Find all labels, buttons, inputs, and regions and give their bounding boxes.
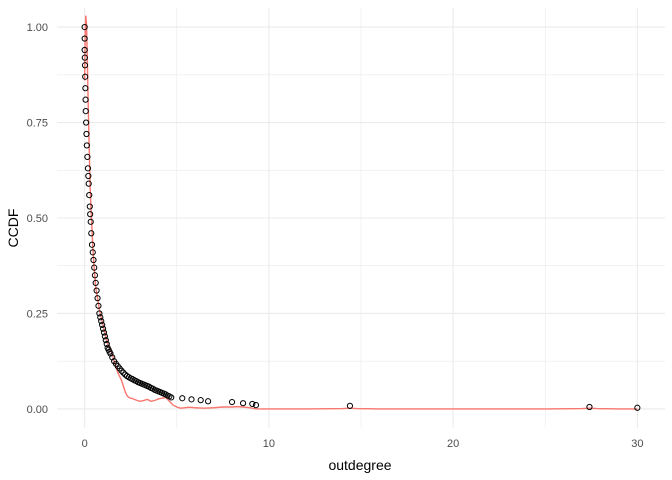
data-point (82, 73, 89, 80)
data-point (586, 403, 593, 411)
data-point (92, 279, 99, 287)
x-tick-label: 30 (631, 438, 643, 450)
data-point (89, 249, 96, 256)
y-tick-label: 0.50 (27, 213, 48, 225)
x-tick-label: 10 (263, 438, 275, 450)
data-point (239, 400, 247, 407)
y-tick-label: 0.75 (27, 118, 48, 130)
data-point (168, 394, 175, 401)
data-point (204, 398, 212, 405)
y-tick-label: 0.00 (27, 404, 48, 416)
data-point (84, 165, 92, 172)
data-point (87, 218, 94, 225)
data-point (188, 396, 195, 403)
data-point (87, 211, 94, 218)
data-point (346, 402, 354, 409)
data-point (83, 119, 90, 126)
data-point (249, 400, 256, 408)
data-point (197, 397, 204, 404)
density-line (83, 15, 638, 410)
data-point (82, 107, 89, 115)
data-point (107, 350, 114, 357)
data-point (88, 230, 95, 237)
data-point (84, 153, 91, 161)
data-point (118, 367, 125, 374)
data-point (86, 191, 93, 199)
data-point (103, 340, 110, 348)
data-point (81, 54, 88, 61)
data-point (81, 62, 89, 69)
data-point (85, 172, 92, 180)
data-point (96, 310, 103, 317)
data-point (97, 314, 104, 321)
data-point (101, 333, 109, 340)
data-point (81, 35, 88, 42)
points-layer (81, 23, 641, 411)
x-axis-title: outdegree (328, 457, 391, 473)
data-point (179, 395, 186, 402)
data-point (82, 96, 89, 103)
data-point (100, 329, 108, 336)
data-point (91, 264, 98, 271)
data-point (228, 398, 236, 406)
data-point (120, 369, 127, 376)
y-tick-label: 1.00 (27, 22, 48, 34)
y-axis-title: CCDF (5, 209, 21, 248)
data-point (86, 203, 93, 210)
data-point (634, 404, 641, 411)
y-tick-label: 0.25 (27, 308, 48, 320)
data-point (98, 317, 105, 325)
data-point (102, 337, 109, 344)
grid-lines (57, 8, 665, 428)
data-point (91, 272, 99, 279)
data-point (85, 180, 92, 187)
data-point (93, 287, 100, 294)
data-point (99, 325, 107, 332)
data-point (252, 401, 260, 409)
density-line-layer (83, 15, 638, 410)
x-tick-label: 0 (82, 438, 88, 450)
data-point (90, 256, 97, 264)
data-point (88, 241, 96, 248)
data-point (81, 23, 88, 31)
data-point (94, 295, 101, 302)
data-point (82, 85, 89, 92)
data-point (99, 321, 106, 329)
data-point (83, 142, 90, 149)
data-point (95, 302, 102, 309)
tick-labels: 0 10 20 30 0.00 0.25 0.50 0.75 1.00 (27, 22, 644, 450)
x-tick-label: 20 (447, 438, 459, 450)
data-point (83, 130, 90, 138)
data-point (81, 46, 88, 54)
